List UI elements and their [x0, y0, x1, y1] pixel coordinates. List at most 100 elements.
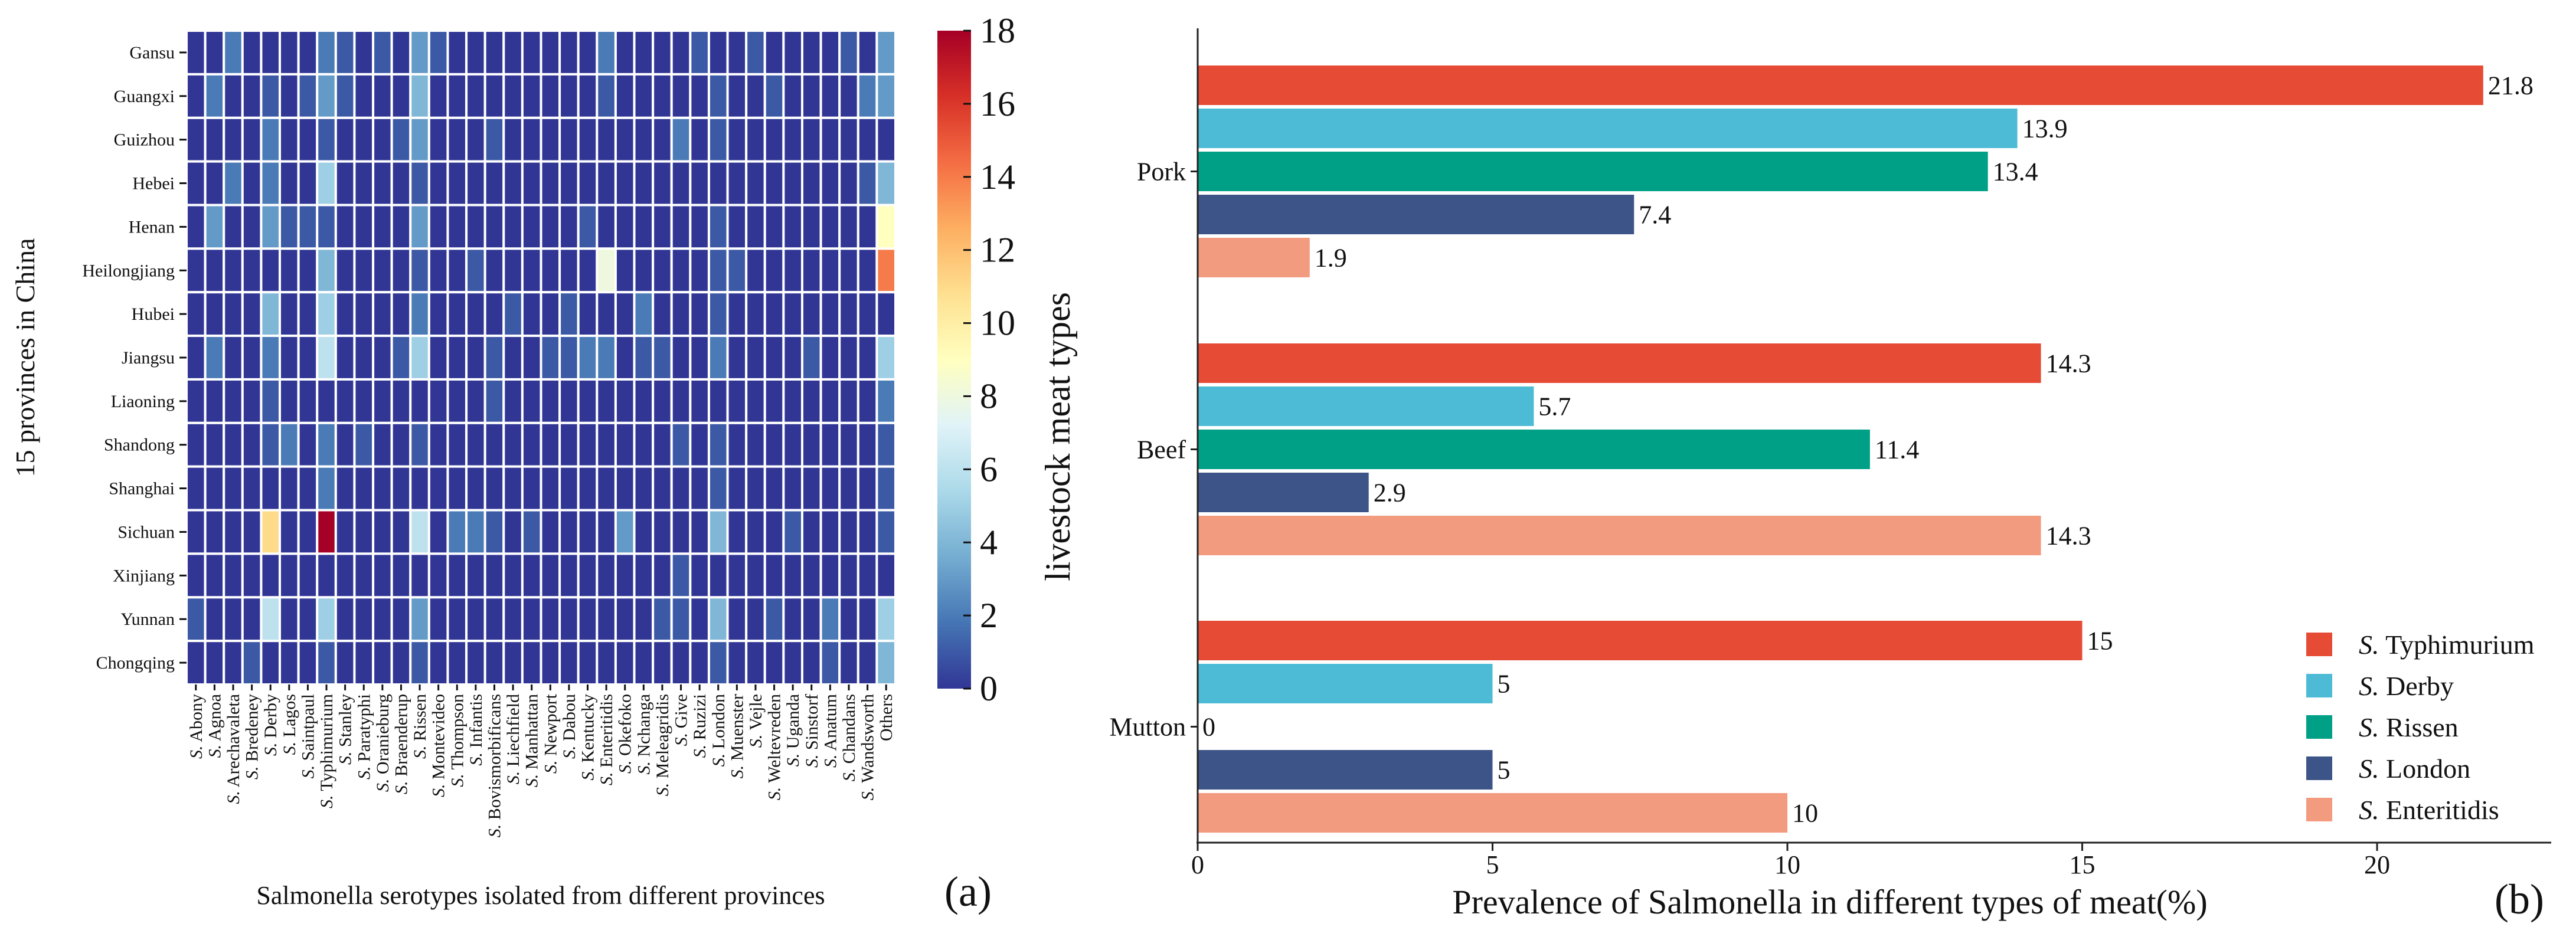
heatmap-cell: [763, 73, 785, 119]
row-label: Liaoning: [111, 392, 175, 411]
heatmap-cell: [483, 291, 505, 338]
heatmap-panel: Gansu Guangxi Guizhou Hebei Henan Heilongjian…: [10, 11, 1015, 915]
heatmap-cell: [185, 204, 207, 250]
column-label: S. Sinstorf: [802, 694, 822, 768]
bar: [1198, 516, 2041, 555]
heatmap-cell: [279, 596, 300, 643]
heatmap-x-axis-label: Salmonella serotypes isolated from diffe…: [256, 881, 825, 910]
heatmap-cell: [409, 465, 430, 512]
heatmap-cell: [223, 596, 244, 643]
heatmap-cell: [689, 73, 710, 119]
row-label: Hebei: [132, 174, 175, 194]
heatmap-cell: [241, 247, 263, 294]
heatmap-cell: [652, 73, 673, 119]
heatmap-cell: [614, 378, 636, 424]
column-label: S. Oranieburg: [373, 694, 393, 792]
heatmap-cell: [800, 30, 822, 76]
heatmap-cell: [521, 291, 542, 338]
column-label: S. Ruzizi: [690, 694, 710, 758]
heatmap-cell: [465, 160, 486, 207]
heatmap-cell: [353, 465, 375, 512]
heatmap-cell: [427, 73, 449, 119]
heatmap-cell: [819, 73, 841, 119]
heatmap-cell: [745, 378, 766, 424]
row-label: Sichuan: [117, 522, 175, 542]
column-label: S. Abony: [187, 694, 206, 759]
heatmap-cell: [726, 596, 748, 643]
heatmap-cell: [316, 247, 337, 294]
heatmap-cell: [875, 160, 897, 207]
heatmap-cell: [279, 465, 300, 512]
heatmap-cell: [316, 160, 337, 207]
heatmap-cell: [614, 291, 636, 338]
heatmap-cell: [689, 509, 710, 555]
heatmap-cell: [875, 73, 897, 119]
heatmap-cell: [334, 30, 356, 76]
heatmap-cell: [353, 30, 375, 76]
column-label: S. Okefoko: [616, 694, 635, 774]
colorbar-tick-label: 12: [980, 231, 1015, 270]
heatmap-cell: [726, 247, 748, 294]
heatmap-cell: [689, 116, 710, 163]
heatmap-cell: [260, 640, 282, 686]
column-label: S. Braenderup: [391, 694, 411, 794]
heatmap-cell: [316, 640, 337, 686]
heatmap-cell: [260, 116, 282, 163]
heatmap-cell: [763, 552, 785, 599]
heatmap-cell: [204, 640, 225, 686]
heatmap-cell: [857, 73, 878, 119]
heatmap-cell: [446, 116, 468, 163]
heatmap-cell: [633, 204, 655, 250]
heatmap-cell: [372, 30, 393, 76]
heatmap-cell: [334, 291, 356, 338]
heatmap-cell: [819, 160, 841, 207]
heatmap-cell: [390, 116, 412, 163]
heatmap-cell: [800, 335, 822, 381]
heatmap-cell: [260, 465, 282, 512]
heatmap-cell: [577, 596, 599, 643]
column-label: S. Uganda: [783, 694, 803, 767]
heatmap-cell: [446, 291, 468, 338]
heatmap-cell: [390, 640, 412, 686]
legend-label: S. Typhimurium: [2359, 630, 2535, 660]
heatmap-cell: [726, 204, 748, 250]
column-label: S. Manhattan: [522, 694, 542, 787]
heatmap-cell: [726, 73, 748, 119]
bar-value-label: 15: [2087, 627, 2113, 656]
heatmap-cell: [540, 335, 561, 381]
column-label: S. Kentucky: [578, 694, 598, 781]
column-label: S. Enteritidis: [597, 694, 616, 785]
heatmap-cell: [838, 596, 859, 643]
heatmap-y-axis-label: 15 provinces in China: [10, 238, 40, 477]
heatmap-cell: [800, 640, 822, 686]
heatmap-cell: [857, 552, 878, 599]
heatmap-cell: [652, 30, 673, 76]
heatmap-cell: [334, 160, 356, 207]
row-label: Henan: [129, 217, 175, 237]
heatmap-cell: [689, 596, 710, 643]
legend-label: S. Rissen: [2359, 712, 2459, 742]
heatmap-cell: [800, 291, 822, 338]
heatmap-cell: [446, 247, 468, 294]
heatmap-cell: [241, 465, 263, 512]
heatmap-cell: [502, 552, 524, 599]
heatmap-cell: [353, 116, 375, 163]
heatmap-cell: [185, 247, 207, 294]
heatmap-cell: [782, 116, 803, 163]
heatmap-cell: [633, 421, 655, 468]
heatmap-cell: [446, 335, 468, 381]
legend: S. Typhimurium S. Derby S. Rissen S. London…: [2306, 630, 2535, 825]
heatmap-cell: [763, 465, 785, 512]
heatmap-cell: [670, 378, 692, 424]
heatmap-cell: [204, 465, 225, 512]
heatmap-cell: [372, 509, 393, 555]
heatmap-cell: [241, 509, 263, 555]
heatmap-cell: [558, 640, 580, 686]
heatmap-cell: [446, 73, 468, 119]
heatmap-cell: [521, 116, 542, 163]
heatmap-cell: [857, 335, 878, 381]
heatmap-cell: [540, 465, 561, 512]
heatmap-cell: [502, 378, 524, 424]
heatmap-cell: [334, 204, 356, 250]
heatmap-cell: [185, 596, 207, 643]
